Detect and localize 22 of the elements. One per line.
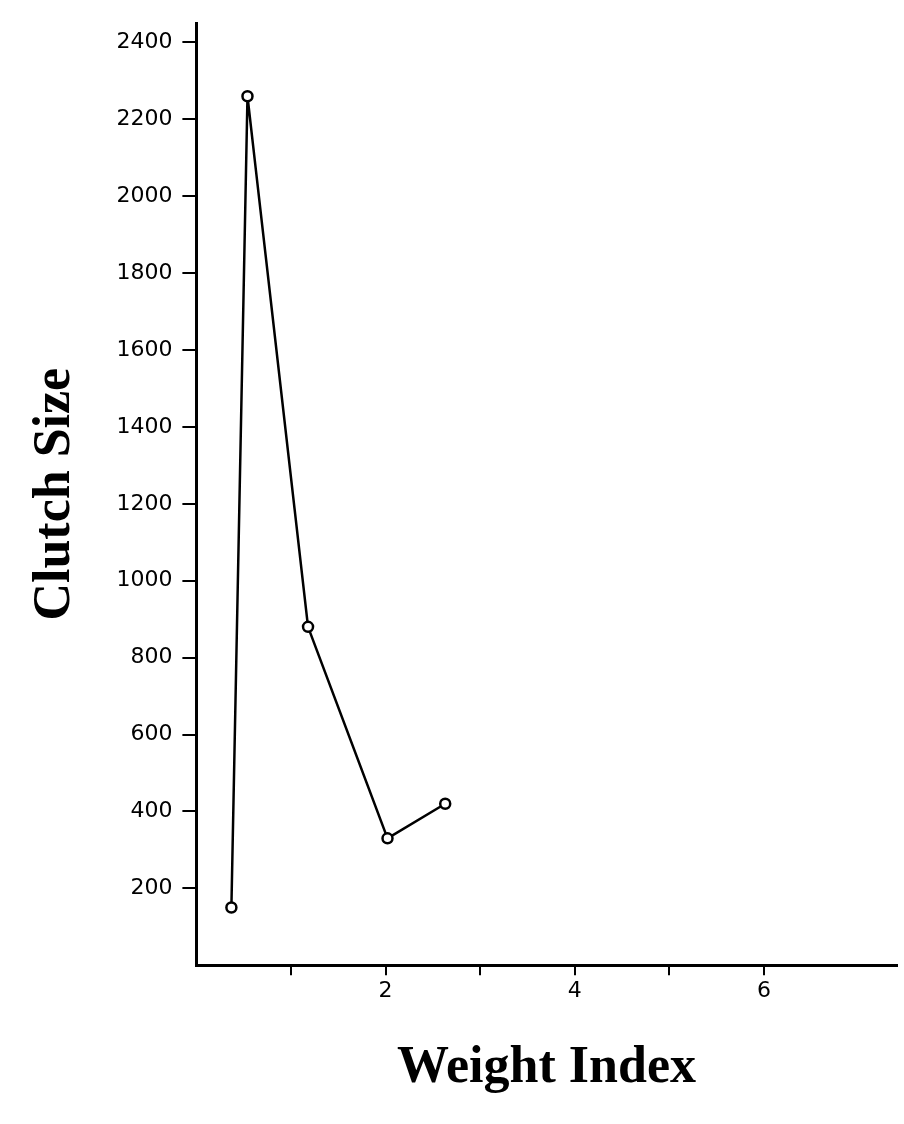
y-tick-label: 1400 <box>116 412 173 438</box>
point <box>241 90 254 103</box>
y-tick-label: 1200 <box>116 489 173 515</box>
point <box>301 620 315 634</box>
y-tick-label: 1800 <box>116 258 173 284</box>
y-tick-label: 1000 <box>116 566 173 592</box>
y-tick-label: 2200 <box>116 105 173 131</box>
y-tick-label: 800 <box>130 643 173 669</box>
x-axis-title: Weight Index <box>396 1036 696 1094</box>
point <box>438 797 452 810</box>
y-tick-label: 2400 <box>116 28 173 54</box>
y-tick-label: 2000 <box>116 181 173 207</box>
y-tick-label: 1600 <box>116 335 173 361</box>
y-tick-label: 400 <box>130 797 173 823</box>
x-tick-label: 4 <box>567 977 582 1003</box>
y-tick-label: 200 <box>130 874 173 900</box>
x-tick-label: 2 <box>378 977 393 1003</box>
y-axis-title: Clutch Size <box>22 367 80 621</box>
y-tick-label: 600 <box>130 720 173 746</box>
point <box>225 901 238 914</box>
x-tick-label: 6 <box>757 977 772 1003</box>
point <box>381 832 394 845</box>
